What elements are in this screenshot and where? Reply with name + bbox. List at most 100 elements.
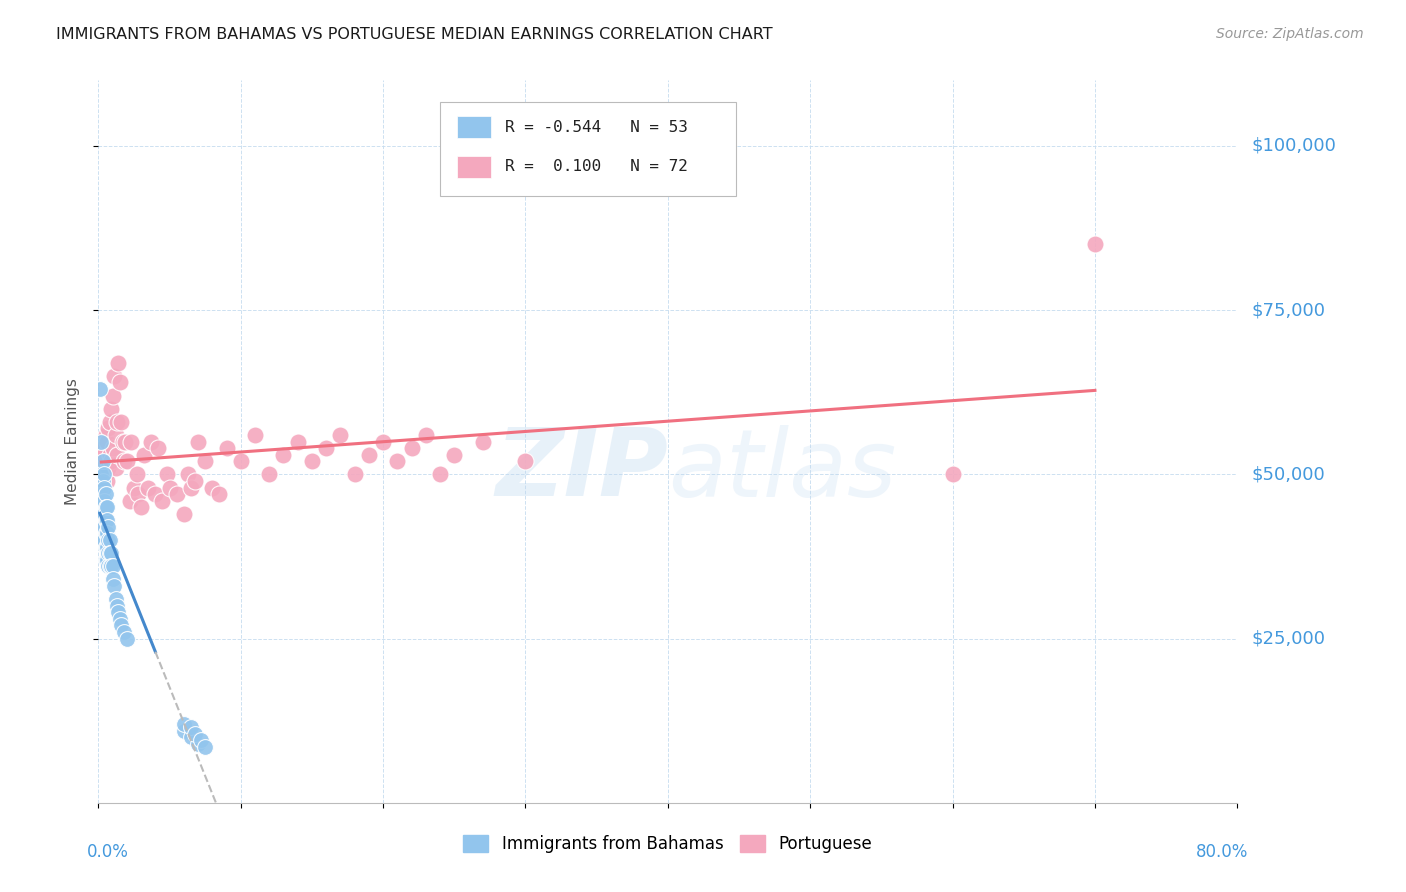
Text: IMMIGRANTS FROM BAHAMAS VS PORTUGUESE MEDIAN EARNINGS CORRELATION CHART: IMMIGRANTS FROM BAHAMAS VS PORTUGUESE ME… <box>56 27 773 42</box>
Y-axis label: Median Earnings: Median Earnings <box>65 378 80 505</box>
Point <box>401 441 423 455</box>
Point <box>93 481 115 495</box>
Point <box>105 448 128 462</box>
Point <box>1084 237 1107 252</box>
Point <box>190 733 212 747</box>
Point <box>273 448 295 462</box>
Point <box>110 618 132 632</box>
Point <box>208 487 231 501</box>
Point <box>429 467 451 482</box>
Point <box>108 612 131 626</box>
Point <box>89 382 111 396</box>
Point <box>93 507 115 521</box>
Point <box>114 434 136 449</box>
Point <box>515 454 537 468</box>
Text: $100,000: $100,000 <box>1251 137 1336 155</box>
Point <box>100 559 122 574</box>
Point <box>96 474 118 488</box>
Point <box>180 720 202 734</box>
Point <box>180 730 202 744</box>
Point <box>127 487 149 501</box>
Point <box>122 481 145 495</box>
Point <box>98 533 121 547</box>
Point <box>104 428 127 442</box>
Point <box>120 434 142 449</box>
Point <box>115 454 138 468</box>
Point <box>98 415 121 429</box>
Point <box>115 632 138 646</box>
Point <box>100 546 122 560</box>
Point <box>108 376 131 390</box>
Point <box>184 727 207 741</box>
Point <box>415 428 437 442</box>
Point <box>112 625 135 640</box>
Point <box>97 546 120 560</box>
Legend: Immigrants from Bahamas, Portuguese: Immigrants from Bahamas, Portuguese <box>457 828 879 860</box>
Point <box>91 487 114 501</box>
Point <box>90 481 112 495</box>
Point <box>184 474 207 488</box>
Point <box>180 481 202 495</box>
Point <box>173 723 195 738</box>
FancyBboxPatch shape <box>440 102 737 196</box>
Text: atlas: atlas <box>668 425 896 516</box>
Point <box>94 467 117 482</box>
Point <box>97 533 120 547</box>
Point <box>187 434 209 449</box>
Point <box>96 526 118 541</box>
Point <box>97 421 120 435</box>
Point <box>96 553 118 567</box>
Point <box>101 388 124 402</box>
Point <box>103 579 125 593</box>
Point <box>91 500 114 515</box>
Point <box>100 401 122 416</box>
Point <box>94 500 117 515</box>
Point <box>97 460 120 475</box>
Point <box>173 507 195 521</box>
Point <box>101 441 124 455</box>
Point <box>373 434 395 449</box>
Point <box>129 500 152 515</box>
Point <box>91 454 114 468</box>
Point <box>301 454 323 468</box>
FancyBboxPatch shape <box>457 117 491 138</box>
Point <box>112 454 135 468</box>
Point <box>98 559 121 574</box>
Point <box>287 434 309 449</box>
Point <box>105 415 128 429</box>
Point <box>94 553 117 567</box>
Point <box>93 481 115 495</box>
Point <box>194 454 217 468</box>
Point <box>94 513 117 527</box>
Point <box>159 481 181 495</box>
Point <box>93 493 115 508</box>
Point <box>98 546 121 560</box>
Point <box>177 467 200 482</box>
Point <box>94 428 117 442</box>
Point <box>357 448 380 462</box>
Point <box>101 573 124 587</box>
Point <box>110 415 132 429</box>
Point <box>104 460 127 475</box>
Point <box>105 599 128 613</box>
Point <box>91 474 114 488</box>
Point <box>187 737 209 751</box>
Text: $25,000: $25,000 <box>1251 630 1326 648</box>
Point <box>93 520 115 534</box>
Point <box>229 454 252 468</box>
Point <box>148 441 170 455</box>
Point <box>96 540 118 554</box>
Point <box>111 434 134 449</box>
Point <box>93 448 115 462</box>
Point <box>139 434 162 449</box>
Point <box>132 448 155 462</box>
Point <box>97 520 120 534</box>
Text: 80.0%: 80.0% <box>1197 843 1249 861</box>
Point <box>107 605 129 619</box>
Point <box>93 467 115 482</box>
Point <box>118 493 141 508</box>
Text: $75,000: $75,000 <box>1251 301 1326 319</box>
Point <box>96 513 118 527</box>
Point <box>315 441 337 455</box>
Text: R = -0.544   N = 53: R = -0.544 N = 53 <box>505 120 688 135</box>
